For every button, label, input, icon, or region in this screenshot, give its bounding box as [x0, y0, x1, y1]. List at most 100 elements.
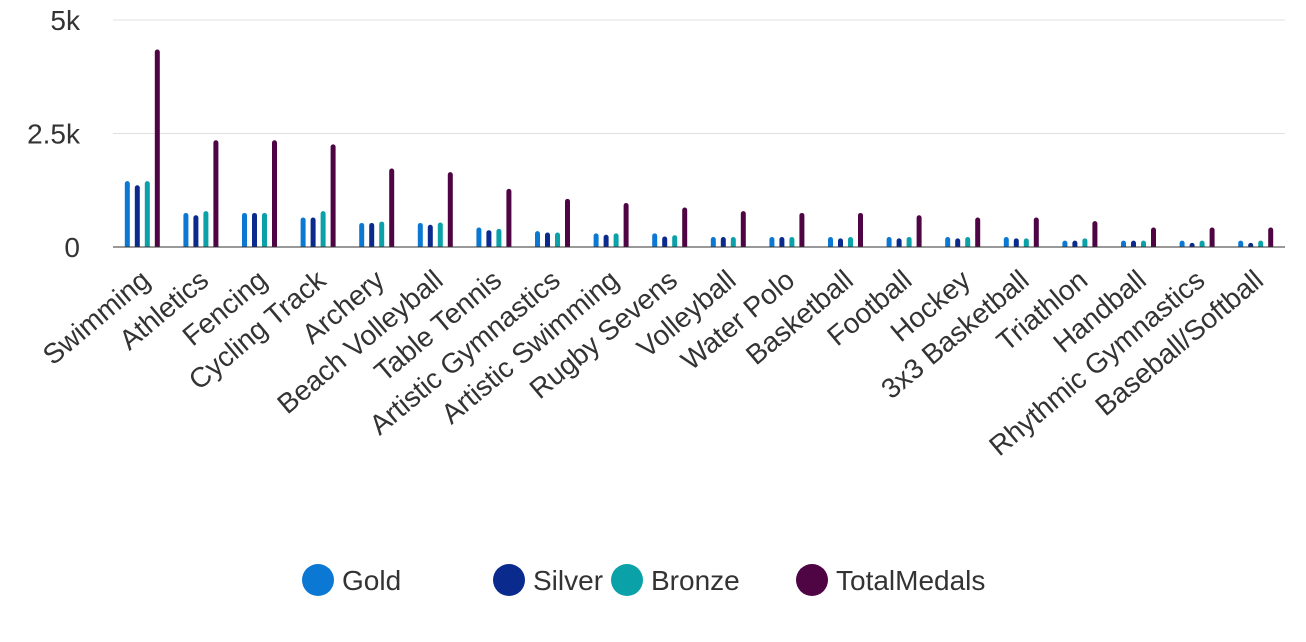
legend-swatch-gold: [302, 564, 334, 596]
bar-silver-18[interactable]: [1189, 242, 1195, 247]
bar-totalmedals-0[interactable]: [154, 49, 160, 248]
y-tick-label: 0: [64, 232, 80, 263]
bar-gold-0[interactable]: [124, 181, 130, 247]
y-tick-label: 2.5k: [27, 119, 81, 150]
bar-silver-12[interactable]: [838, 238, 843, 247]
y-axis-ticks: 0 2.5k 5k: [27, 5, 81, 263]
bar-totalmedals-2[interactable]: [272, 140, 277, 247]
bar-bronze-18[interactable]: [1199, 240, 1205, 247]
bar-bronze-16[interactable]: [1082, 238, 1088, 247]
bar-totalmedals-12[interactable]: [858, 212, 863, 247]
legend-label: Gold: [342, 565, 401, 596]
bar-silver-13[interactable]: [896, 238, 902, 247]
bar-gold-12[interactable]: [828, 237, 833, 247]
bar-gold-18[interactable]: [1179, 240, 1185, 247]
bar-totalmedals-17[interactable]: [1151, 227, 1156, 247]
bar-silver-17[interactable]: [1131, 240, 1136, 247]
bar-totalmedals-18[interactable]: [1209, 227, 1215, 247]
bar-bronze-2[interactable]: [262, 212, 267, 247]
bar-silver-9[interactable]: [662, 236, 668, 247]
bar-gold-13[interactable]: [886, 237, 892, 247]
bar-gold-1[interactable]: [183, 212, 189, 247]
legend-item-bronze[interactable]: Bronze: [611, 564, 740, 596]
bar-silver-5[interactable]: [427, 224, 433, 247]
bar-bronze-9[interactable]: [672, 235, 678, 247]
bar-silver-19[interactable]: [1248, 242, 1254, 247]
bar-bronze-19[interactable]: [1258, 240, 1264, 247]
legend-item-silver[interactable]: Silver: [493, 564, 603, 596]
bar-totalmedals-10[interactable]: [740, 211, 746, 247]
bar-bronze-12[interactable]: [848, 237, 853, 247]
bar-totalmedals-9[interactable]: [682, 207, 688, 247]
bar-gold-19[interactable]: [1238, 240, 1244, 247]
bar-gold-7[interactable]: [535, 231, 540, 247]
bar-bronze-4[interactable]: [379, 221, 385, 247]
bar-silver-16[interactable]: [1072, 240, 1078, 247]
bar-silver-1[interactable]: [193, 215, 199, 247]
bar-bronze-0[interactable]: [144, 181, 150, 247]
bar-gold-2[interactable]: [242, 212, 247, 247]
bar-silver-11[interactable]: [779, 237, 785, 247]
bar-gold-16[interactable]: [1062, 240, 1068, 247]
bar-totalmedals-14[interactable]: [975, 217, 981, 247]
bar-gold-15[interactable]: [1003, 237, 1009, 247]
bar-silver-3[interactable]: [310, 217, 316, 247]
legend-swatch-silver: [493, 564, 525, 596]
bar-silver-14[interactable]: [955, 238, 961, 247]
bar-bronze-5[interactable]: [437, 222, 443, 247]
legend-item-gold[interactable]: Gold: [302, 564, 401, 596]
bar-bronze-11[interactable]: [789, 237, 795, 247]
y-tick-label: 5k: [50, 5, 81, 36]
bar-bronze-15[interactable]: [1023, 238, 1029, 247]
bar-gold-4[interactable]: [359, 222, 365, 247]
bar-gold-10[interactable]: [710, 237, 716, 247]
bar-totalmedals-13[interactable]: [916, 215, 922, 247]
bar-gold-3[interactable]: [300, 217, 306, 247]
bar-totalmedals-8[interactable]: [623, 202, 629, 247]
bar-bronze-7[interactable]: [555, 232, 560, 247]
bar-totalmedals-5[interactable]: [447, 172, 453, 247]
grid-layer: [113, 19, 1285, 134]
bars-layer: [124, 49, 1274, 248]
bar-gold-17[interactable]: [1121, 240, 1126, 247]
bar-bronze-8[interactable]: [613, 233, 619, 247]
bar-silver-8[interactable]: [603, 234, 609, 247]
bar-silver-6[interactable]: [486, 230, 492, 247]
bar-bronze-3[interactable]: [320, 211, 326, 247]
bar-gold-8[interactable]: [593, 233, 599, 247]
bar-totalmedals-6[interactable]: [506, 188, 512, 247]
bar-gold-6[interactable]: [476, 227, 482, 247]
legend-label: Bronze: [651, 565, 740, 596]
bar-gold-5[interactable]: [417, 222, 423, 247]
bar-silver-4[interactable]: [369, 222, 375, 247]
bar-totalmedals-15[interactable]: [1033, 217, 1039, 247]
bar-bronze-1[interactable]: [203, 211, 209, 247]
bar-totalmedals-7[interactable]: [565, 198, 570, 247]
bar-bronze-14[interactable]: [965, 237, 971, 247]
bar-bronze-17[interactable]: [1141, 240, 1146, 247]
bar-silver-0[interactable]: [134, 185, 140, 247]
bar-bronze-13[interactable]: [906, 237, 912, 247]
bar-gold-11[interactable]: [769, 237, 775, 247]
legend: Gold Silver Bronze TotalMedals: [302, 564, 985, 596]
bar-totalmedals-4[interactable]: [389, 168, 395, 247]
legend-swatch-bronze: [611, 564, 643, 596]
bar-totalmedals-11[interactable]: [799, 212, 805, 247]
bar-gold-14[interactable]: [945, 237, 951, 247]
legend-item-totalmedals[interactable]: TotalMedals: [796, 564, 985, 596]
bar-totalmedals-16[interactable]: [1092, 221, 1098, 247]
bar-gold-9[interactable]: [652, 233, 658, 247]
bar-silver-15[interactable]: [1013, 238, 1019, 247]
bar-totalmedals-1[interactable]: [213, 140, 219, 247]
bar-silver-10[interactable]: [720, 237, 726, 247]
bar-bronze-10[interactable]: [730, 237, 736, 247]
bar-totalmedals-19[interactable]: [1268, 227, 1274, 247]
bar-bronze-6[interactable]: [496, 228, 502, 247]
bar-silver-2[interactable]: [252, 212, 257, 247]
bar-totalmedals-3[interactable]: [330, 144, 336, 247]
bar-silver-7[interactable]: [545, 232, 550, 247]
legend-label: TotalMedals: [836, 565, 985, 596]
